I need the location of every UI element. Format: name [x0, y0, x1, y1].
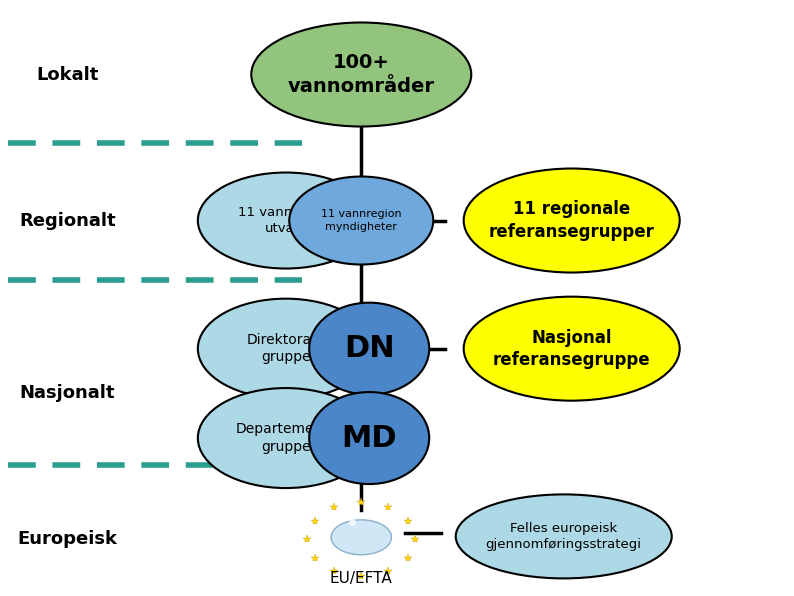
Text: EU/EFTA: EU/EFTA	[330, 570, 393, 586]
Text: DN: DN	[344, 334, 395, 363]
Text: Felles europeisk
gjennomføringsstrategi: Felles europeisk gjennomføringsstrategi	[486, 522, 642, 551]
Text: 11 regionale
referansegrupper: 11 regionale referansegrupper	[489, 200, 654, 241]
Text: Europeisk: Europeisk	[17, 530, 118, 548]
Text: Nasjonalt: Nasjonalt	[20, 384, 115, 402]
Polygon shape	[331, 520, 391, 555]
Text: Nasjonal
referansegruppe: Nasjonal referansegruppe	[493, 328, 650, 369]
Text: 100+
vannområder: 100+ vannområder	[287, 53, 435, 96]
Ellipse shape	[464, 297, 680, 401]
Ellipse shape	[289, 176, 434, 265]
Ellipse shape	[456, 495, 672, 578]
Ellipse shape	[251, 23, 472, 126]
Text: Direktorats
gruppe: Direktorats gruppe	[247, 333, 325, 364]
Text: 11 vannregion
utvalg: 11 vannregion utvalg	[237, 206, 334, 235]
Ellipse shape	[198, 172, 374, 269]
Text: Lokalt: Lokalt	[37, 66, 98, 83]
Ellipse shape	[464, 169, 680, 272]
Ellipse shape	[198, 388, 374, 488]
Ellipse shape	[198, 299, 374, 399]
Ellipse shape	[309, 392, 430, 484]
Ellipse shape	[309, 303, 430, 395]
Text: Departements
gruppe: Departements gruppe	[236, 423, 336, 454]
Text: Regionalt: Regionalt	[19, 212, 116, 229]
Text: MD: MD	[341, 424, 397, 452]
Text: 11 vannregion
myndigheter: 11 vannregion myndigheter	[321, 209, 402, 232]
